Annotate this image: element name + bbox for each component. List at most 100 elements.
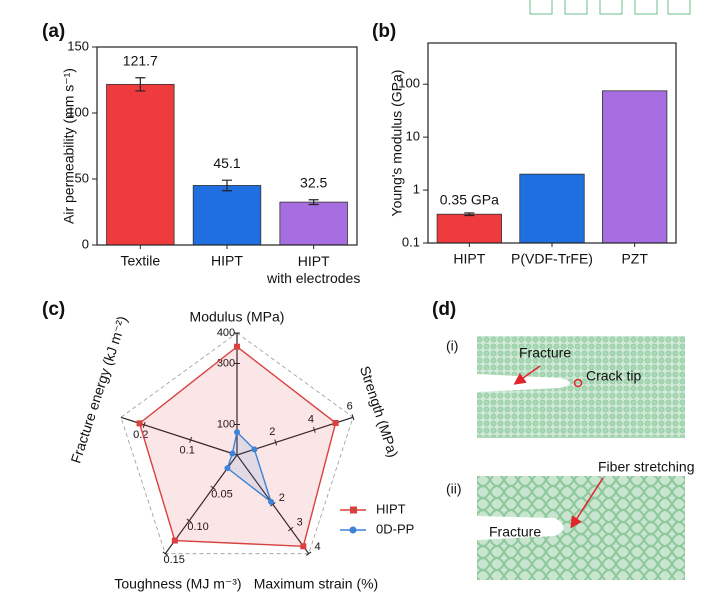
axes-frame bbox=[427, 42, 677, 244]
legend-marker bbox=[349, 526, 357, 534]
radar-tick-label: 4 bbox=[308, 413, 314, 425]
radar-point bbox=[234, 429, 240, 436]
y-axis-label: Young's modulus (GPa) bbox=[389, 70, 405, 217]
annotation: Fiber stretching bbox=[598, 459, 694, 475]
radar-point bbox=[268, 498, 275, 505]
error-bar bbox=[464, 212, 475, 217]
annotation: Fracture bbox=[519, 345, 571, 361]
tool-icon[interactable] bbox=[667, 0, 691, 15]
radar-area bbox=[138, 345, 337, 548]
y-axis-label: Air permeability (mm s⁻¹) bbox=[61, 68, 77, 224]
radar-tick-label: 0.15 bbox=[163, 554, 184, 566]
radar-tick-label: 0.10 bbox=[187, 521, 208, 533]
y-tick-label: 0 bbox=[82, 236, 89, 251]
radar-axis-label: Strength (MPa) bbox=[357, 364, 402, 459]
radar-tick-label: 300 bbox=[217, 357, 235, 369]
value-label: 45.1 bbox=[213, 155, 240, 171]
panel-label: (a) bbox=[42, 21, 65, 42]
radar-tick bbox=[274, 439, 278, 446]
part-label: (ii) bbox=[446, 481, 462, 497]
crack bbox=[477, 516, 564, 540]
value-label: 121.7 bbox=[123, 52, 158, 68]
radar-tick bbox=[162, 551, 169, 556]
radar-tick bbox=[270, 502, 276, 507]
x-tick-label: HIPT bbox=[453, 251, 485, 267]
radar-tick bbox=[312, 426, 316, 433]
radar-point bbox=[234, 343, 240, 350]
error-bar bbox=[222, 179, 232, 192]
radar-tick bbox=[351, 414, 355, 421]
radar-axis-label: Modulus (MPa) bbox=[190, 309, 285, 325]
part-label: (i) bbox=[446, 338, 458, 354]
tool-icon[interactable] bbox=[529, 0, 553, 15]
radar-point bbox=[136, 420, 143, 427]
radar-point bbox=[224, 465, 231, 472]
radar-point bbox=[171, 537, 178, 544]
radar-tick-label: 2 bbox=[279, 492, 285, 504]
legend-marker bbox=[350, 506, 357, 514]
bar bbox=[192, 185, 262, 246]
y-tick-label: 150 bbox=[67, 38, 89, 53]
panel-label: (d) bbox=[432, 299, 456, 320]
bar bbox=[106, 83, 175, 246]
crack-tip bbox=[573, 378, 583, 388]
radar-point bbox=[229, 450, 236, 457]
radar-tick-label: 0.1 bbox=[180, 444, 195, 456]
y-tick-label: 100 bbox=[67, 104, 89, 119]
radar-axis-label: Fracture energy (kJ m⁻²) bbox=[67, 314, 130, 465]
x-tick-label: HIPT with electrodes bbox=[266, 253, 360, 286]
radar-tick-label: 6 bbox=[347, 401, 353, 413]
annotation: Fracture bbox=[489, 524, 541, 540]
radar-tick bbox=[189, 436, 192, 443]
radar-tick bbox=[210, 485, 216, 491]
radar-point bbox=[332, 419, 339, 426]
x-tick-label: PZT bbox=[621, 251, 648, 267]
radar-tick-label: 100 bbox=[217, 418, 235, 430]
radar-tick-label: 0.05 bbox=[211, 488, 232, 500]
bar bbox=[279, 201, 348, 246]
radar-point bbox=[300, 543, 307, 550]
radar-tick bbox=[186, 518, 192, 523]
bar bbox=[519, 173, 585, 244]
x-tick-label: Textile bbox=[120, 253, 160, 269]
panel-label: (c) bbox=[42, 299, 65, 320]
tool-icon[interactable] bbox=[564, 0, 588, 15]
y-tick-label: 0.1 bbox=[402, 234, 420, 249]
radar-axis-label: Maximum strain (%) bbox=[254, 576, 378, 592]
tool-icon[interactable] bbox=[599, 0, 623, 15]
value-label: 0.35 GPa bbox=[440, 192, 499, 208]
bar bbox=[602, 90, 668, 244]
toolbar[interactable] bbox=[529, 0, 691, 15]
arrow bbox=[570, 477, 604, 529]
radar-tick-label: 4 bbox=[315, 541, 321, 553]
value-label: 32.5 bbox=[300, 174, 327, 190]
radar-tick bbox=[142, 421, 146, 428]
x-tick-label: HIPT bbox=[211, 253, 243, 269]
y-tick-label: 10 bbox=[406, 129, 420, 144]
error-bar bbox=[135, 77, 146, 92]
radar-tick-label: 400 bbox=[217, 327, 235, 339]
legend-label: 0D-PP bbox=[376, 521, 414, 536]
axes-frame bbox=[96, 46, 358, 246]
radar-tick-label: 3 bbox=[297, 516, 303, 528]
bar bbox=[436, 213, 502, 244]
panel-label: (b) bbox=[372, 21, 396, 42]
radar-point bbox=[251, 446, 258, 453]
error-bar bbox=[308, 199, 319, 206]
y-tick-label: 1 bbox=[413, 182, 420, 197]
legend-label: HIPT bbox=[376, 501, 406, 516]
radar-tick bbox=[288, 526, 294, 532]
annotation: Crack tip bbox=[586, 368, 641, 384]
radar-axis-label: Toughness (MJ m⁻³) bbox=[114, 576, 241, 592]
tool-icon[interactable] bbox=[634, 0, 658, 15]
radar-area bbox=[226, 430, 273, 504]
radar-tick bbox=[305, 551, 312, 556]
arrow bbox=[513, 365, 541, 385]
x-tick-label: P(VDF-TrFE) bbox=[511, 251, 593, 267]
y-tick-label: 50 bbox=[75, 170, 89, 185]
radar-axis bbox=[164, 454, 238, 555]
y-tick-label: 100 bbox=[398, 76, 420, 91]
panel-d: (d) (i) Fracture Crack tip (ii) Fiber st… bbox=[432, 299, 694, 580]
radar-tick-label: 2 bbox=[269, 426, 275, 438]
